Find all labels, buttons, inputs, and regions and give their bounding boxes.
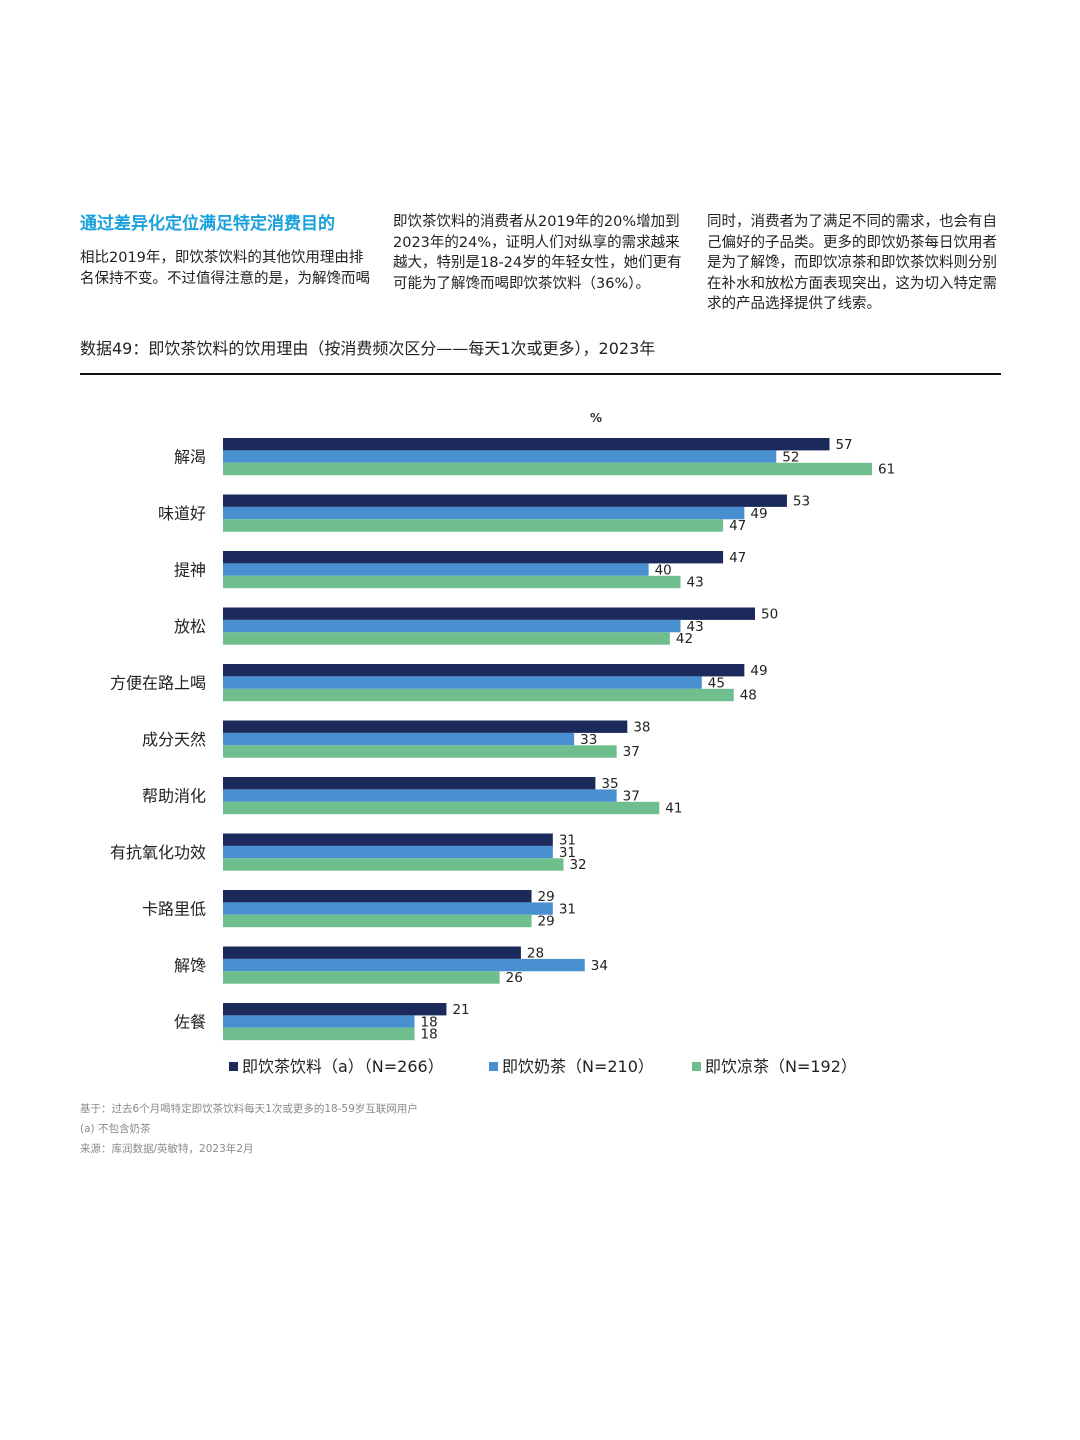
data-label: 43 xyxy=(687,575,704,591)
data-label: 29 xyxy=(538,914,555,930)
intro-column-1: 通过差异化定位满足特定消费目的 相比2019年，即饮茶饮料的其他饮用理由排名保持… xyxy=(80,212,376,289)
title-divider xyxy=(80,373,1001,375)
bar xyxy=(223,946,521,959)
data-label: 38 xyxy=(633,719,650,735)
bar xyxy=(223,607,755,620)
bar xyxy=(223,902,553,915)
category-label: 放松 xyxy=(174,617,206,636)
bar xyxy=(223,619,681,633)
bar xyxy=(223,720,628,733)
data-label: 37 xyxy=(623,744,640,760)
section-heading: 通过差异化定位满足特定消费目的 xyxy=(80,214,335,234)
bar xyxy=(223,632,670,645)
legend-label: 即饮奶茶（N=210） xyxy=(502,1057,654,1076)
bar xyxy=(223,664,745,677)
category-label: 有抗氧化功效 xyxy=(110,843,206,862)
data-label: 31 xyxy=(559,901,576,917)
bar xyxy=(223,688,734,702)
bar xyxy=(223,833,553,846)
data-label: 34 xyxy=(591,958,608,974)
category-label: 方便在路上喝 xyxy=(110,674,206,693)
data-label: 31 xyxy=(559,832,576,848)
bar xyxy=(223,914,532,928)
bar xyxy=(223,1027,415,1041)
legend-label: 即饮茶饮料（a）（N=266） xyxy=(242,1057,444,1076)
unit-label: % xyxy=(590,411,602,425)
intro-column-3: 同时，消费者为了满足不同的需求，也会有自己偏好的子品类。更多的即饮奶茶每日饮用者… xyxy=(707,212,1003,315)
bar xyxy=(223,971,500,984)
data-label: 29 xyxy=(538,889,555,905)
bar xyxy=(223,563,649,576)
data-label: 52 xyxy=(782,449,799,465)
intro-column-2: 即饮茶饮料的消费者从2019年的20%增加到2023年的24%，证明人们对纵享的… xyxy=(393,212,689,294)
data-label: 47 xyxy=(729,550,746,566)
footnote-base: 基于：过去6个月喝特定即饮茶饮料每天1次或更多的18-59岁互联网用户 xyxy=(80,1103,418,1115)
data-label: 40 xyxy=(655,562,672,578)
data-label: 31 xyxy=(559,845,576,861)
bar xyxy=(223,732,575,746)
legend-label: 即饮凉茶（N=192） xyxy=(705,1057,857,1076)
bar xyxy=(223,519,724,532)
category-label: 卡路里低 xyxy=(142,900,206,919)
data-label: 26 xyxy=(506,970,523,986)
data-label: 42 xyxy=(676,631,693,647)
data-label: 18 xyxy=(421,1027,438,1043)
data-label: 32 xyxy=(569,857,586,873)
intro-paragraph-3: 同时，消费者为了满足不同的需求，也会有自己偏好的子品类。更多的即饮奶茶每日饮用者… xyxy=(707,214,997,312)
bar xyxy=(223,438,830,451)
data-label: 50 xyxy=(761,606,778,622)
category-label: 成分天然 xyxy=(142,730,206,749)
data-label: 47 xyxy=(729,518,746,534)
category-label: 味道好 xyxy=(158,504,206,523)
bar xyxy=(223,845,553,859)
figure-title: 数据49：即饮茶饮料的饮用理由（按消费频次区分——每天1次或更多），2023年 xyxy=(80,339,656,358)
data-label: 41 xyxy=(665,801,682,817)
bar xyxy=(223,676,702,689)
bar xyxy=(223,462,873,476)
bar xyxy=(223,1015,415,1028)
bar xyxy=(223,801,660,815)
bar xyxy=(223,506,745,520)
intro-paragraph-1: 相比2019年，即饮茶饮料的其他饮用理由排名保持不变。不过值得注意的是，为解馋而… xyxy=(80,250,370,287)
data-label: 61 xyxy=(878,462,895,478)
bar xyxy=(223,494,787,507)
legend-swatch xyxy=(489,1062,498,1071)
category-label: 解馋 xyxy=(174,956,206,975)
bar xyxy=(223,575,681,589)
data-label: 28 xyxy=(527,945,544,961)
legend-swatch xyxy=(692,1062,701,1071)
bar xyxy=(223,450,777,463)
data-label: 53 xyxy=(793,493,810,509)
bar xyxy=(223,958,585,972)
category-label: 解渴 xyxy=(174,448,206,467)
bar xyxy=(223,745,617,758)
footnote-source: 来源：库润数据/英敏特，2023年2月 xyxy=(80,1143,254,1155)
legend-swatch xyxy=(229,1062,238,1071)
category-label: 帮助消化 xyxy=(142,787,206,806)
intro-paragraph-2: 即饮茶饮料的消费者从2019年的20%增加到2023年的24%，证明人们对纵享的… xyxy=(393,214,682,292)
bar xyxy=(223,1003,447,1016)
data-label: 21 xyxy=(452,1002,469,1018)
data-label: 48 xyxy=(740,688,757,704)
bar xyxy=(223,890,532,903)
data-label: 45 xyxy=(708,675,725,691)
data-label: 49 xyxy=(750,506,767,522)
bar xyxy=(223,551,724,564)
category-label: 提神 xyxy=(174,561,206,580)
data-label: 18 xyxy=(421,1014,438,1030)
bar xyxy=(223,789,617,802)
data-label: 49 xyxy=(750,663,767,679)
bar xyxy=(223,858,564,871)
data-label: 43 xyxy=(687,619,704,635)
footnote-a: (a) 不包含奶茶 xyxy=(80,1123,151,1135)
data-label: 35 xyxy=(601,776,618,792)
category-label: 佐餐 xyxy=(174,1013,206,1032)
bar xyxy=(223,777,596,790)
data-label: 57 xyxy=(835,437,852,453)
data-label: 37 xyxy=(623,788,640,804)
bar-chart: %解渴575261味道好534947提神474043放松504342方便在路上喝… xyxy=(110,411,895,1076)
data-label: 33 xyxy=(580,732,597,748)
